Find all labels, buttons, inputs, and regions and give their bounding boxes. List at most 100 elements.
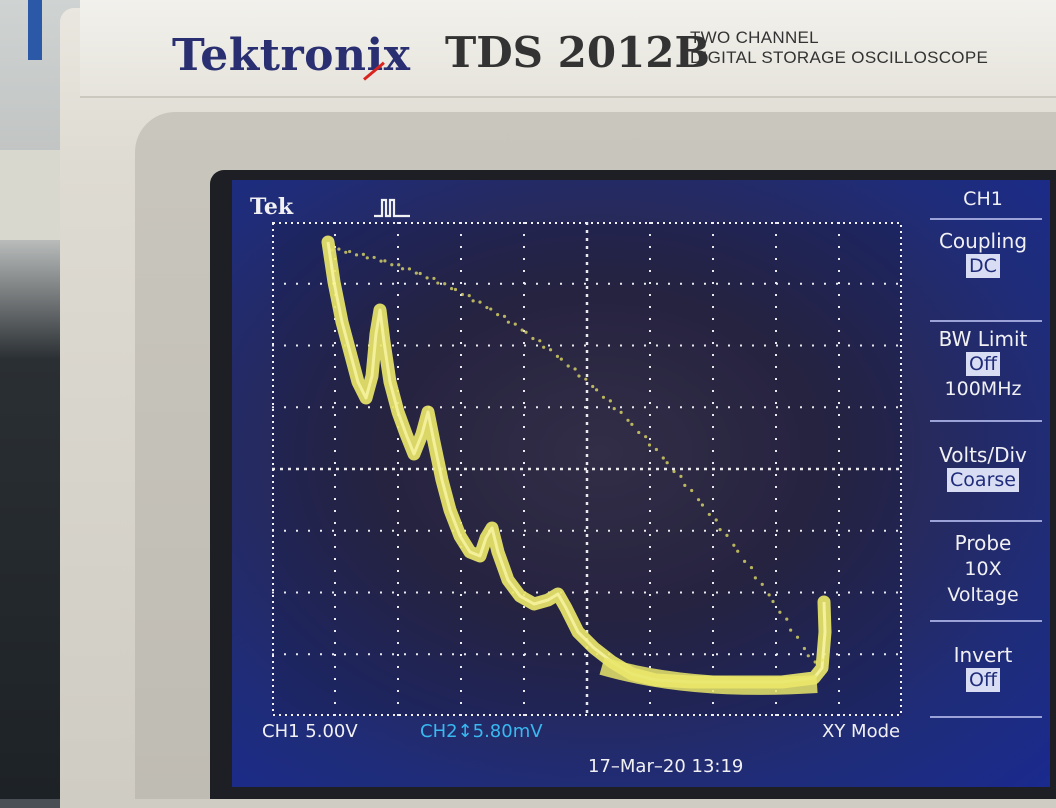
tek-label: Tek — [250, 194, 294, 220]
ch1-scale-readout: CH1 5.00V — [262, 721, 358, 742]
menu-item-invert[interactable]: Invert Off — [922, 642, 1044, 692]
menu-item-value: Coarse — [947, 468, 1019, 492]
menu-divider — [930, 420, 1042, 422]
date-time-readout: 17–Mar–20 13:19 — [588, 756, 744, 777]
background-object — [28, 0, 42, 60]
xy-trace-return-dot — [672, 469, 676, 474]
xy-trace-return-dot — [425, 276, 429, 280]
xy-trace-return-dot — [700, 503, 705, 507]
xy-trace-return-dot — [679, 474, 683, 478]
xy-trace-return-dot — [489, 307, 493, 311]
xy-trace-return-dot — [531, 336, 535, 341]
xy-trace-return-dot — [795, 635, 800, 639]
xy-trace-return-dot — [802, 646, 807, 651]
xy-trace-return-dot — [485, 305, 489, 310]
xy-trace-return-dot — [647, 443, 652, 447]
menu-item-value: Off — [965, 352, 1001, 376]
xy-trace-return-dot — [820, 658, 824, 662]
xy-trace-return-dot — [467, 294, 471, 298]
xy-trace-return-dot — [524, 330, 528, 334]
xy-trace-return-dot — [813, 660, 817, 664]
xy-trace-return-dot — [630, 422, 634, 426]
xy-trace-return-dot — [372, 255, 376, 260]
menu-item-extra: Voltage — [947, 584, 1019, 606]
xy-trace-return-dot — [601, 395, 606, 399]
xy-trace-return-dot — [432, 276, 436, 281]
xy-trace-return-dot — [538, 339, 542, 343]
xy-trace-return-dot — [707, 512, 711, 517]
xy-trace-return-dot — [778, 610, 782, 614]
xy-trace-return-dot — [407, 267, 412, 271]
xy-trace-return-dot — [753, 576, 757, 580]
xy-trace-return-dot — [513, 322, 517, 326]
xy-trace-return-dot — [443, 282, 447, 286]
menu-item-value: 10X — [964, 558, 1002, 580]
menu-divider — [930, 320, 1042, 322]
xy-trace-return-dot — [626, 418, 630, 422]
xy-trace-return-dot — [548, 348, 553, 352]
xy-mode-readout: XY Mode — [822, 721, 901, 742]
xy-trace-return-dot — [361, 252, 365, 256]
menu-item-coupling[interactable]: Coupling DC — [922, 228, 1044, 278]
brand-bar — [80, 0, 1056, 98]
menu-divider — [930, 520, 1042, 522]
model-subtitle-2: DIGITAL STORAGE OSCILLOSCOPE — [690, 48, 989, 67]
menu-item-label: BW Limit — [938, 327, 1028, 351]
menu-divider — [930, 716, 1042, 718]
menu-item-value: Off — [965, 668, 1001, 692]
xy-trace-return-dot — [760, 582, 764, 586]
xy-trace-return-dot — [595, 388, 599, 392]
xy-trace-return-dot — [806, 654, 810, 658]
xy-trace-return-dot — [348, 249, 352, 254]
lcd-screen: Tek CH1 5.00V CH2↕5.80mV XY Mode 17–Mar–… — [232, 180, 1050, 787]
xy-trace-return-dot — [767, 593, 771, 597]
xy-trace-return-dot — [749, 565, 754, 570]
menu-divider — [930, 218, 1042, 220]
xy-trace-return-dot — [436, 281, 440, 285]
xy-trace-return-dot — [661, 456, 665, 460]
xy-trace-return-dot — [714, 518, 718, 522]
xy-trace-return-dot — [644, 435, 648, 439]
xy-trace-return-dot — [566, 364, 570, 368]
trigger-status-icon — [374, 198, 410, 218]
menu-item-label: Coupling — [938, 229, 1028, 253]
model-subtitle-1: TWO CHANNEL — [690, 28, 819, 47]
xy-trace-return-dot — [330, 248, 334, 252]
xy-trace-return-dot — [591, 384, 595, 389]
xy-trace-return-dot — [471, 299, 475, 303]
xy-trace-return-dot — [665, 461, 669, 465]
xy-trace-return-dot — [502, 314, 507, 318]
menu-item-bw-limit[interactable]: BW Limit Off 100MHz — [922, 326, 1044, 402]
xy-trace-return-dot — [397, 263, 401, 267]
xy-trace-return-dot — [718, 528, 722, 532]
menu-divider — [930, 620, 1042, 622]
xy-trace-return-dot — [584, 377, 588, 381]
xy-trace-return-dot — [506, 320, 510, 324]
xy-trace-return-dot — [344, 250, 348, 254]
xy-trace — [321, 235, 832, 695]
xy-trace-return-dot — [683, 483, 687, 487]
menu-item-volts-div[interactable]: Volts/Div Coarse — [922, 442, 1044, 492]
brand-logo: Tektronix — [172, 30, 411, 81]
xy-trace-return-dot — [619, 410, 623, 414]
model-name: TDS 2012B — [445, 28, 711, 77]
xy-trace-return-dot — [743, 559, 747, 563]
xy-trace-band — [599, 657, 818, 695]
xy-trace-return-dot — [696, 498, 701, 502]
xy-trace-return-dot — [736, 549, 740, 553]
ch1-side-menu: CH1 Coupling DC BW Limit Off 100MHz Volt… — [922, 180, 1050, 720]
xy-trace-return-dot — [337, 247, 341, 251]
xy-trace-return-dot — [785, 617, 789, 621]
xy-trace-return-dot — [690, 488, 694, 493]
xy-trace-return-dot — [383, 259, 387, 263]
xy-trace-return-dot — [573, 367, 577, 371]
xy-trace-return-dot — [559, 357, 563, 361]
xy-trace-return-dot — [725, 533, 729, 537]
grid — [272, 222, 902, 716]
xy-trace-return-dot — [732, 543, 736, 547]
menu-item-extra: 100MHz — [944, 378, 1022, 400]
xy-trace-return-dot — [400, 267, 405, 271]
xy-trace-return-dot — [612, 406, 616, 411]
menu-title: CH1 — [963, 188, 1003, 210]
menu-item-probe[interactable]: Probe 10X Voltage — [922, 530, 1044, 608]
